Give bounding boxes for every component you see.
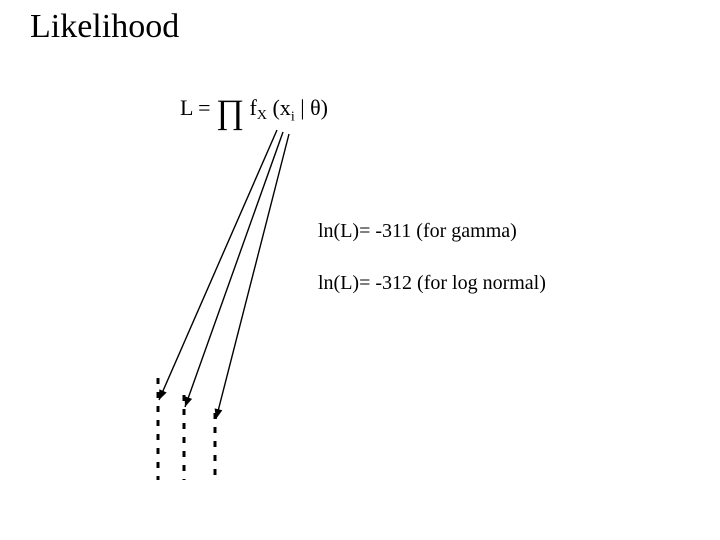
likelihood-formula: L = ∏ fX (xi | θ) xyxy=(180,95,328,126)
arrow-line xyxy=(185,132,283,407)
arrow-head xyxy=(215,408,223,419)
diagram-overlay xyxy=(0,0,720,540)
arrow-line xyxy=(159,130,277,400)
slide-title: Likelihood xyxy=(30,8,179,46)
dashed-bars xyxy=(158,378,215,480)
result-lognormal: ln(L)= -312 (for log normal) xyxy=(318,272,546,295)
arrow-line xyxy=(216,134,289,419)
arrow-head xyxy=(185,396,193,407)
arrow-head xyxy=(159,389,167,400)
arrows xyxy=(159,130,289,419)
result-gamma: ln(L)= -311 (for gamma) xyxy=(318,220,517,243)
